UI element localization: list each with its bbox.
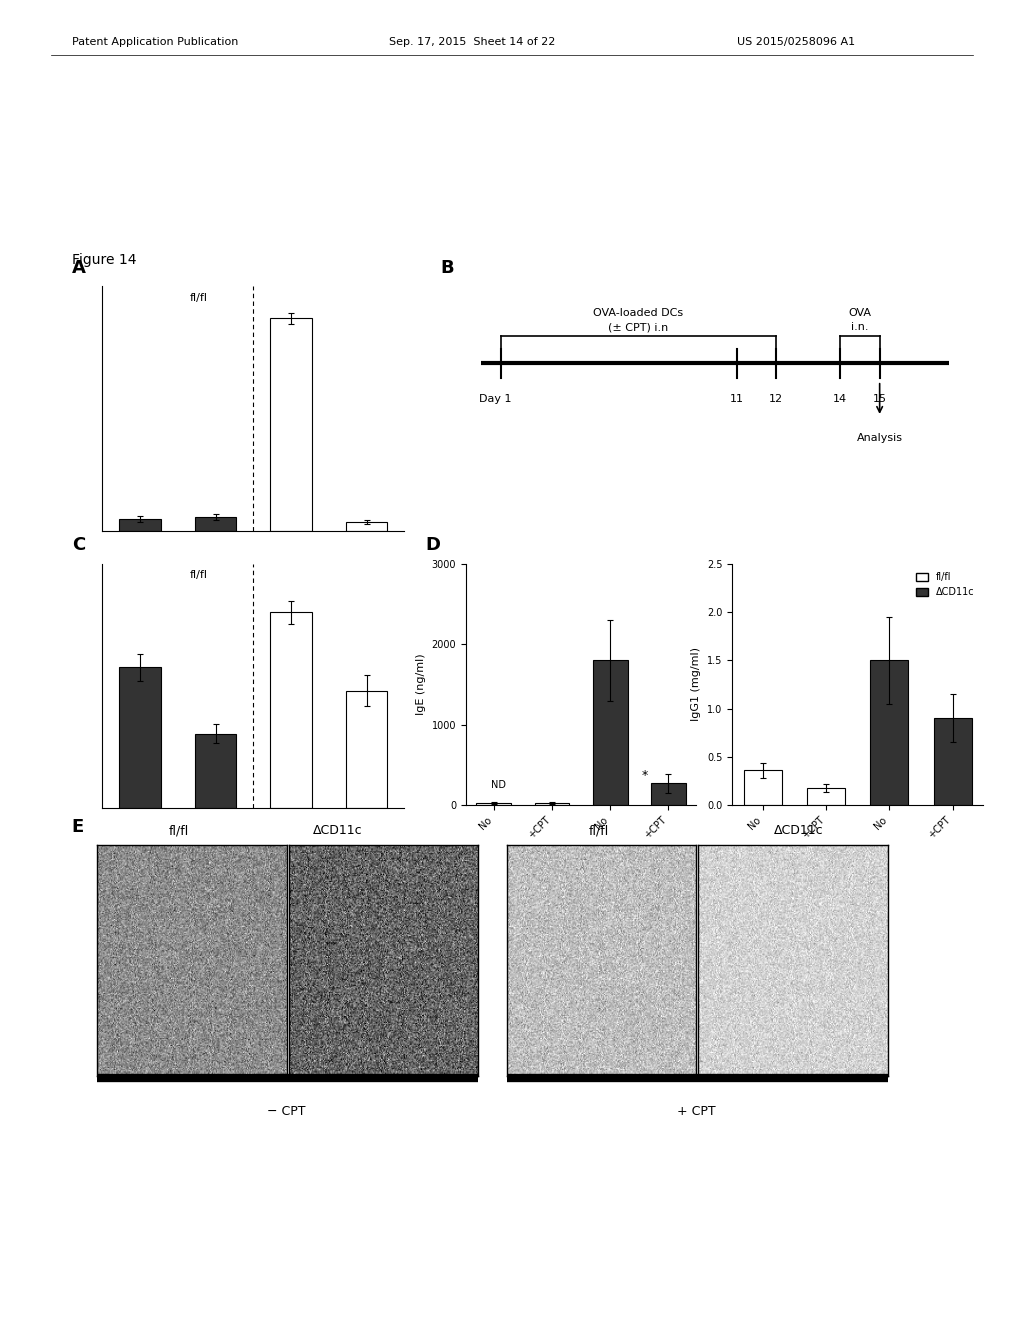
Bar (476, 803, 511, 805)
Text: ΔCD11c: ΔCD11c (313, 824, 362, 837)
Text: C: C (72, 536, 85, 554)
Text: (± CPT) i.n: (± CPT) i.n (608, 322, 669, 333)
Bar (120, 519, 161, 531)
Bar (346, 690, 387, 808)
Text: E: E (72, 817, 84, 836)
Y-axis label: IgE (ng/ml): IgE (ng/ml) (416, 653, 426, 715)
Text: 11: 11 (730, 395, 743, 404)
Text: Analysis: Analysis (857, 433, 902, 444)
Text: ND: ND (490, 780, 506, 791)
Text: A: A (72, 259, 86, 277)
Bar (120, 667, 161, 808)
Text: 14: 14 (834, 395, 847, 404)
Bar (195, 517, 237, 531)
Bar (807, 788, 845, 805)
Legend: fl/fl, ΔCD11c: fl/fl, ΔCD11c (912, 569, 978, 601)
Bar (870, 660, 908, 805)
Bar (934, 718, 972, 805)
Text: − CPT: − CPT (267, 1105, 306, 1118)
Text: D: D (425, 536, 440, 554)
Text: 15: 15 (872, 395, 887, 404)
Bar (270, 612, 312, 808)
Text: 12: 12 (769, 395, 783, 404)
Text: OVA-loaded DCs: OVA-loaded DCs (593, 309, 683, 318)
Bar (195, 734, 237, 808)
Text: i.n.: i.n. (851, 322, 868, 333)
Text: OVA: OVA (849, 309, 871, 318)
Text: + CPT: + CPT (677, 1105, 716, 1118)
Text: Patent Application Publication: Patent Application Publication (72, 37, 238, 48)
Text: fl/fl: fl/fl (190, 293, 208, 304)
Text: US 2015/0258096 A1: US 2015/0258096 A1 (737, 37, 855, 48)
Bar (743, 771, 781, 805)
Text: fl/fl: fl/fl (589, 824, 609, 837)
Text: Sep. 17, 2015  Sheet 14 of 22: Sep. 17, 2015 Sheet 14 of 22 (389, 37, 555, 48)
Text: Figure 14: Figure 14 (72, 253, 136, 267)
Text: fl/fl: fl/fl (169, 824, 189, 837)
Y-axis label: IgG1 (mg/ml): IgG1 (mg/ml) (691, 647, 701, 722)
Bar (535, 803, 569, 805)
Bar (346, 523, 387, 531)
Bar (651, 784, 686, 805)
Text: B: B (440, 259, 454, 277)
Bar (270, 318, 312, 531)
Text: fl/fl: fl/fl (190, 570, 208, 581)
Text: ΔCD11c: ΔCD11c (774, 824, 823, 837)
Text: *: * (642, 768, 648, 781)
Text: Day 1: Day 1 (479, 395, 512, 404)
Bar (593, 660, 628, 805)
